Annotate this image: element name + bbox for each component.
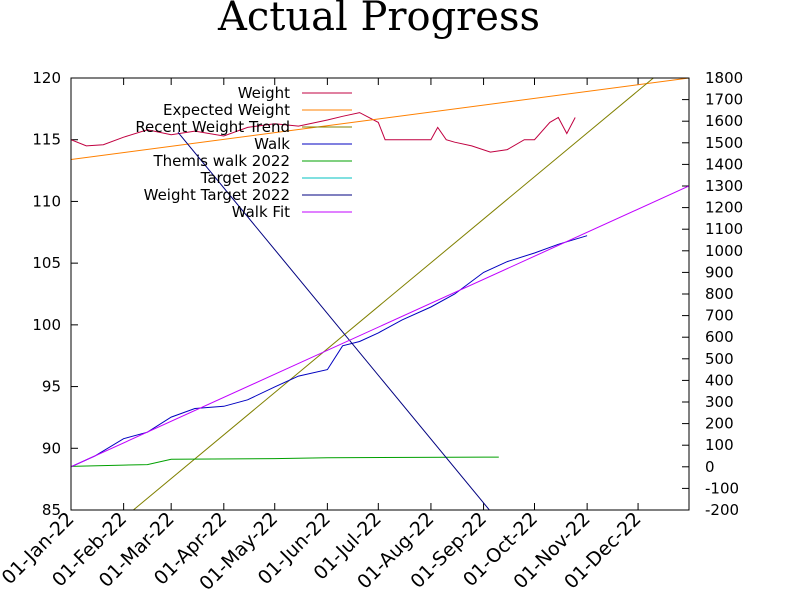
y2-tick-label: 1300 [705,177,743,195]
y2-tick-label: 1000 [705,242,743,260]
series-line-themis-walk-2022 [71,456,499,467]
legend-label: Expected Weight [163,101,290,119]
y2-tick-label: 700 [705,307,734,325]
y2-tick-label: -200 [705,501,739,519]
series-line-expected-weight [71,78,689,160]
chart-title: Actual Progress [217,0,540,40]
legend-label: Walk [254,135,290,153]
y2-tick-label: 600 [705,328,734,346]
y2-tick-label: 1200 [705,199,743,217]
series-line-walk [71,235,588,468]
axis-ticks [70,77,689,511]
y2-tick-label: 300 [705,393,734,411]
y2-tick-label: 1600 [705,112,743,130]
y2-tick-label: 1100 [705,220,743,238]
legend-label: Weight [238,84,290,102]
legend-label: Recent Weight Trend [135,118,290,136]
y2-tick-label: 400 [705,371,734,389]
x-axis-tick-labels: 01-Jan-2201-Feb-2201-Mar-2201-Apr-2201-M… [0,508,646,595]
y-tick-label: 120 [32,69,61,87]
y2-tick-label: 1700 [705,91,743,109]
y2-tick-label: 0 [705,458,715,476]
y2-tick-label: 200 [705,415,734,433]
series-line-recent-weight-trend [132,78,655,510]
y-tick-label: 95 [42,378,61,396]
plot-frame [70,77,690,511]
y-tick-label: 115 [32,131,61,149]
y2-tick-label: 500 [705,350,734,368]
y2-tick-label: 1400 [705,155,743,173]
y-tick-label: 90 [42,439,61,457]
y2-tick-label: 100 [705,436,734,454]
series-lines [71,78,689,510]
y2-tick-label: 800 [705,285,734,303]
series-line-weight [71,112,576,153]
legend-label: Themis walk 2022 [152,152,290,170]
series-line-weight-target-2022 [177,131,491,510]
y2-axis-tick-labels: -200 -100 0 100 200 300 400 500 600 700 800 900 1000… [705,69,743,519]
y2-tick-label: 900 [705,263,734,281]
y-tick-label: 105 [32,254,61,272]
y-axis-tick-labels: 85 90 95 100 105 110 115 120 [32,69,61,519]
legend-label: Target 2022 [200,169,290,187]
legend-label: Walk Fit [232,203,290,221]
y-tick-label: 100 [32,316,61,334]
y-tick-label: 85 [42,501,61,519]
y2-tick-label: -100 [705,479,739,497]
legend-label: Weight Target 2022 [144,186,290,204]
y-tick-label: 110 [32,192,61,210]
y2-tick-label: 1500 [705,134,743,152]
y2-tick-label: 1800 [705,69,743,87]
series-line-walk-fit [71,185,689,468]
